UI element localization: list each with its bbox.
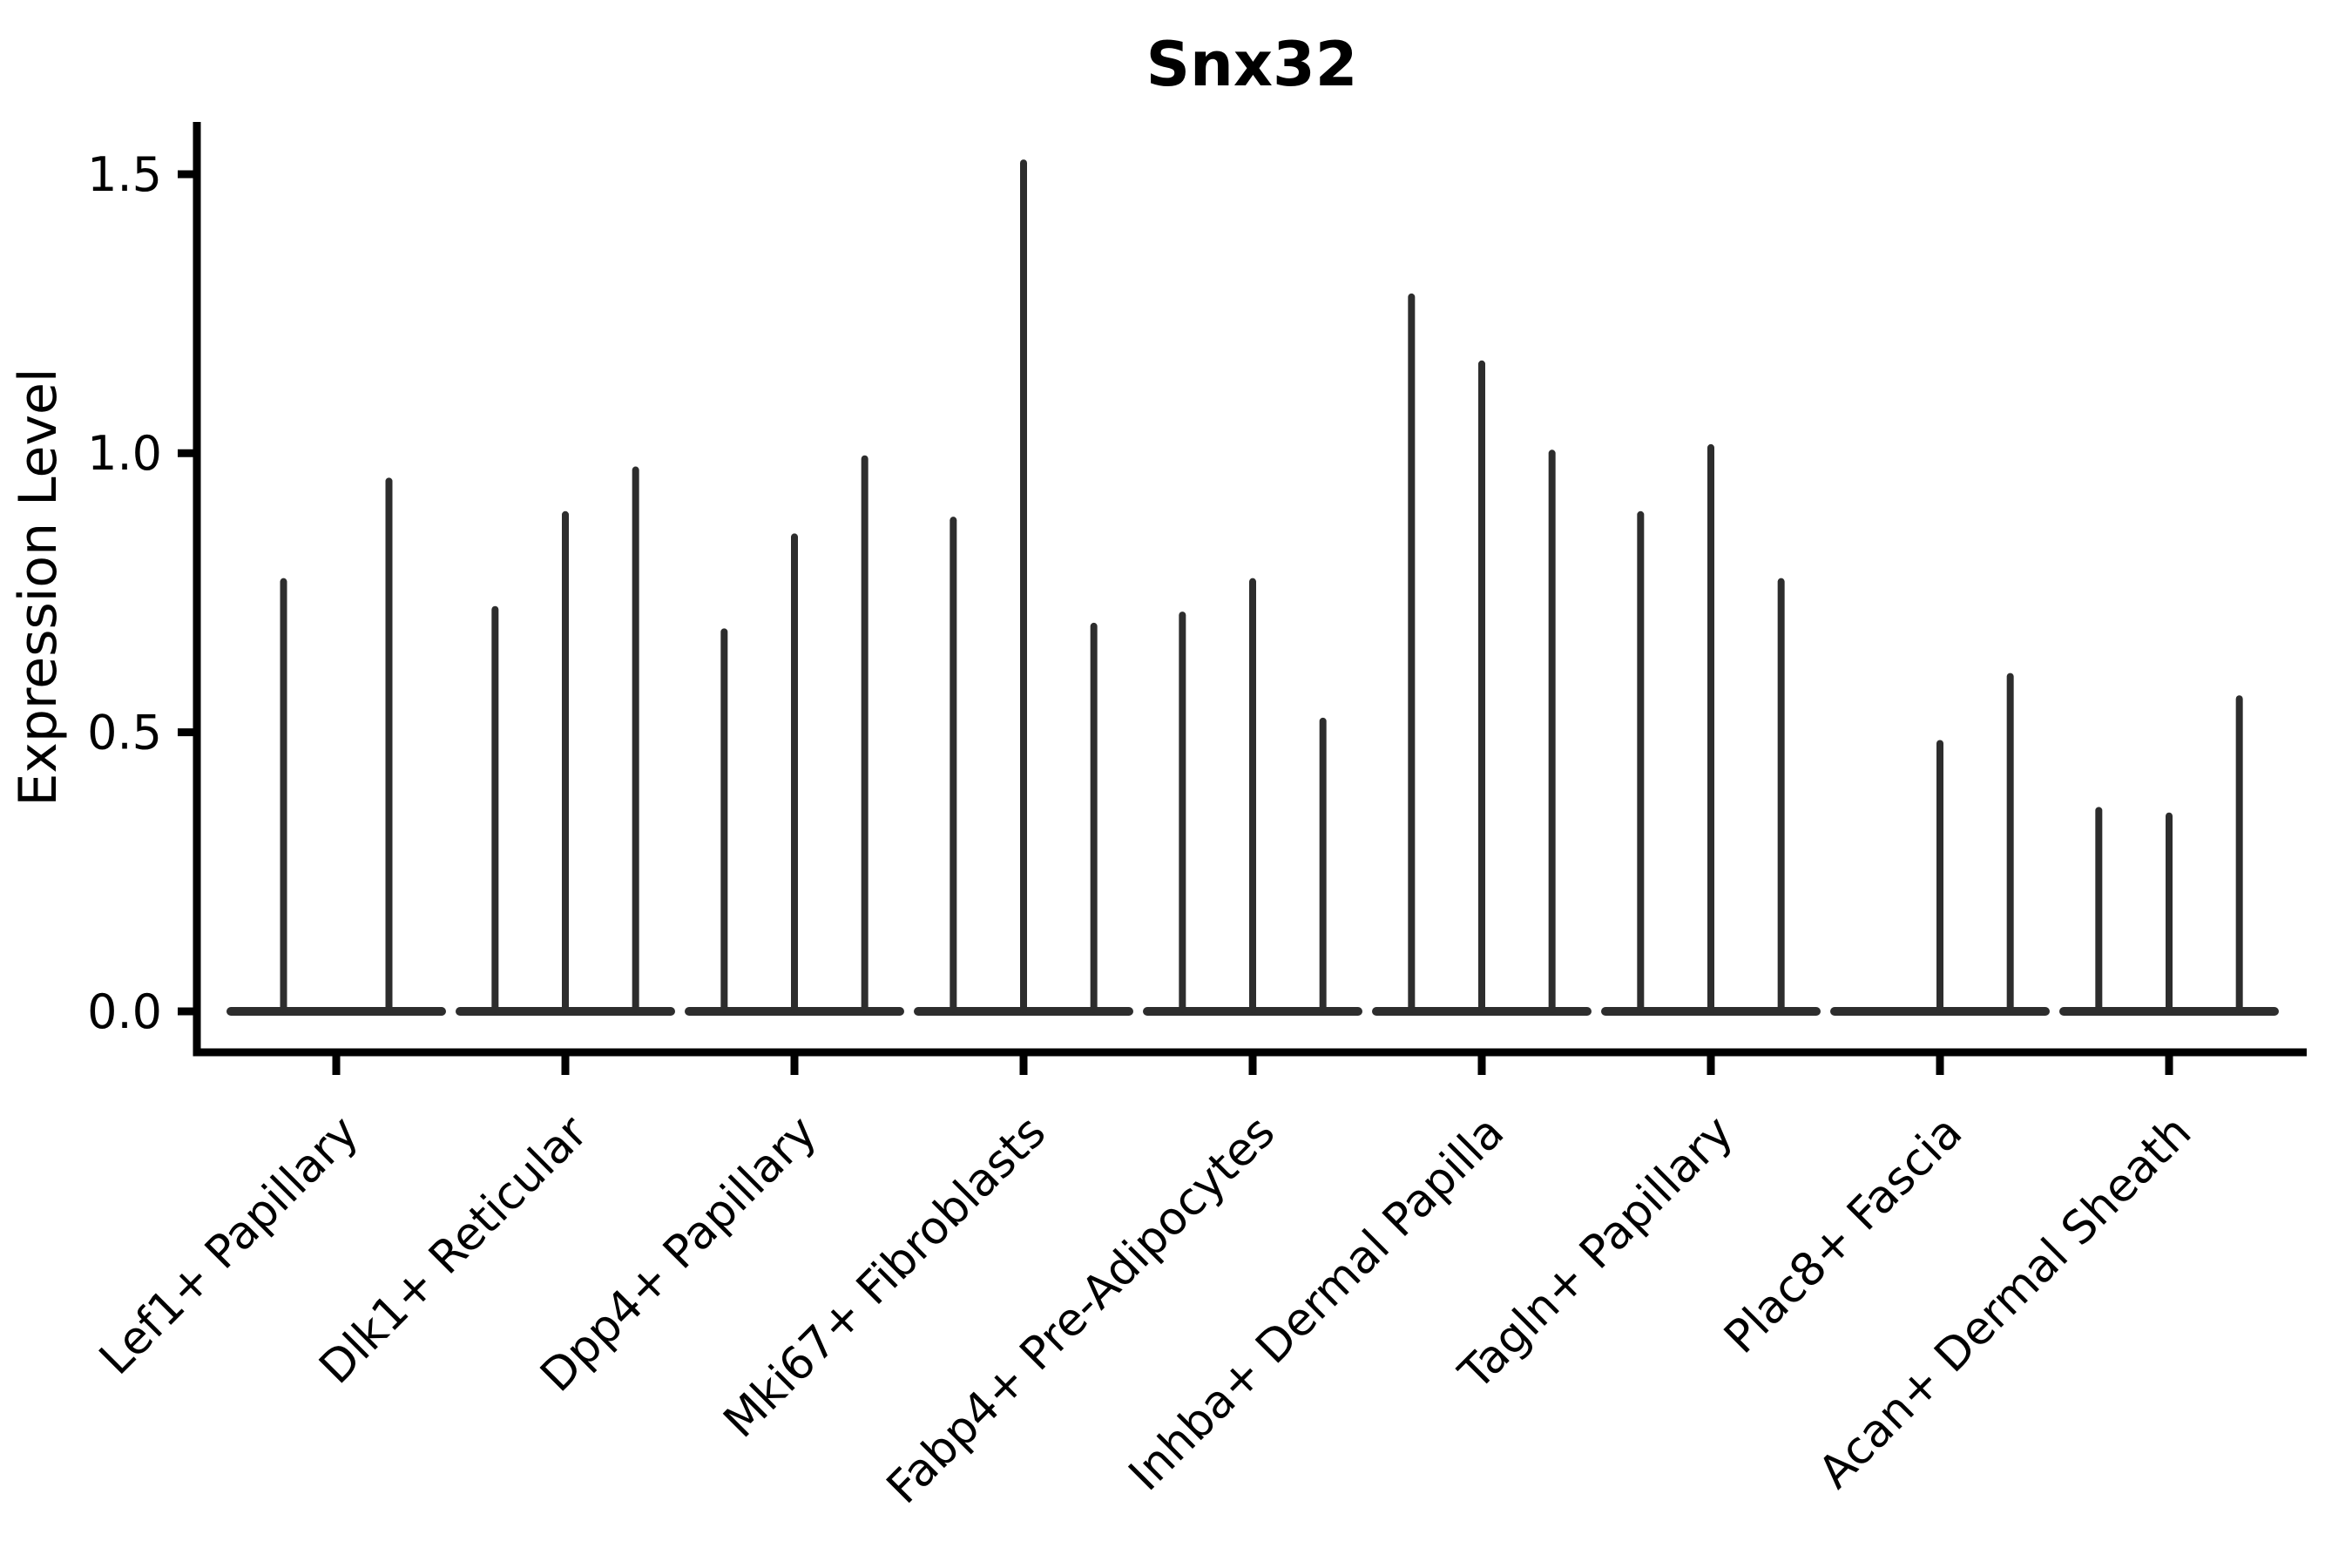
y-tick-label: 0.5: [87, 706, 162, 760]
y-axis-ticks: 0.0 0.5 1.0 1.5: [87, 147, 197, 1039]
y-tick-label: 1.0: [87, 426, 162, 481]
y-tick-label: 0.0: [87, 984, 162, 1039]
violins-layer: [226, 159, 2279, 1016]
category-group: [226, 477, 446, 1016]
x-tick-label: Acan+ Dermal Sheath: [1809, 1106, 2202, 1499]
category-group: [685, 455, 904, 1016]
category-group: [1143, 578, 1362, 1016]
y-axis-label: Expression Level: [8, 368, 69, 806]
category-group: [1372, 293, 1592, 1016]
x-tick-label: Plac8+ Fascia: [1714, 1106, 1972, 1364]
y-tick-label: 1.5: [87, 147, 162, 202]
category-group: [914, 159, 1133, 1016]
category-group: [1830, 672, 2050, 1016]
plot-title: Snx32: [1146, 29, 1358, 100]
category-group: [456, 466, 675, 1016]
x-tick-label: Inhba+ Dermal Papilla: [1119, 1106, 1514, 1501]
category-group: [1601, 443, 1821, 1016]
x-tick-label: Fabp4+ Pre-Adipocytes: [877, 1106, 1285, 1514]
category-group: [2059, 695, 2279, 1016]
